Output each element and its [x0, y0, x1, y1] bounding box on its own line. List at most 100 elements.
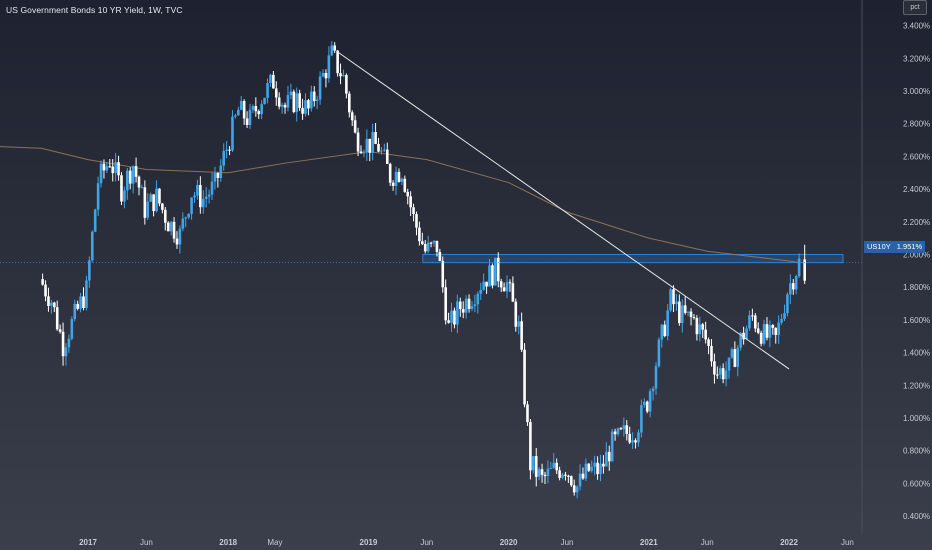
candle-body	[488, 265, 491, 287]
candle-body	[76, 303, 79, 309]
candle-body	[152, 194, 155, 212]
x-tick-label: 2019	[360, 538, 378, 547]
candle-body	[161, 203, 164, 210]
candle-body	[645, 401, 649, 412]
candle-body	[134, 166, 138, 177]
x-tick-label: Jun	[140, 538, 153, 547]
candle-body	[517, 321, 521, 327]
candle-body	[418, 227, 421, 242]
candle-body	[163, 209, 167, 223]
candle-body	[678, 301, 681, 324]
candle-body	[777, 322, 780, 335]
candle-body	[330, 45, 334, 56]
candle-body	[248, 109, 252, 125]
candle-body	[651, 388, 655, 392]
x-tick-label: May	[267, 538, 282, 547]
x-tick-label: 2018	[219, 538, 237, 547]
candle-body	[222, 151, 226, 166]
candle-body	[587, 463, 591, 471]
descending-trendline[interactable]	[337, 51, 790, 370]
candle-body	[108, 166, 112, 168]
candle-body	[295, 93, 299, 113]
candle-body	[473, 304, 477, 307]
candle-body	[126, 170, 129, 191]
candle-body	[166, 222, 170, 232]
candle-body	[44, 284, 47, 297]
candle-body	[686, 311, 690, 313]
candle-body	[564, 474, 567, 476]
moving-average-line	[0, 146, 801, 264]
candle-body	[269, 74, 272, 84]
candle-body	[558, 470, 561, 478]
candle-body	[388, 163, 392, 183]
candle-body	[701, 324, 705, 330]
candle-body	[602, 463, 605, 467]
candle-body	[41, 279, 44, 285]
candle-body	[55, 307, 59, 330]
candle-body	[289, 91, 293, 96]
candle-body	[415, 214, 418, 228]
candle-body	[201, 198, 205, 208]
candle-body	[628, 433, 632, 443]
unit-label[interactable]: pct	[903, 0, 927, 15]
y-tick-label: 0.400%	[903, 512, 930, 521]
candle-body	[207, 194, 211, 197]
candle-body	[447, 320, 450, 323]
candle-body	[742, 332, 745, 340]
candle-body	[146, 201, 150, 218]
candle-body	[187, 213, 190, 218]
candle-body	[605, 451, 608, 467]
candle-body	[654, 366, 658, 389]
candle-body	[377, 143, 380, 152]
candle-body	[730, 349, 734, 358]
candle-body	[458, 301, 462, 310]
candle-body	[307, 100, 310, 109]
candle-body	[356, 132, 360, 152]
candle-body	[581, 473, 585, 479]
candle-body	[193, 195, 196, 198]
candle-body	[669, 289, 672, 311]
candle-body	[710, 345, 713, 362]
y-tick-label: 0.800%	[903, 447, 930, 456]
y-tick-label: 2.200%	[903, 218, 930, 227]
candle-body	[546, 468, 550, 477]
x-tick-label: Jun	[841, 538, 854, 547]
candle-body	[429, 242, 433, 244]
candle-body	[353, 120, 357, 133]
candle-body	[736, 347, 740, 367]
candle-body	[120, 175, 123, 202]
candle-body	[625, 425, 629, 434]
candle-body	[467, 298, 471, 309]
candle-body	[596, 462, 599, 475]
candle-body	[771, 325, 775, 328]
candle-body	[380, 150, 383, 152]
candle-body	[619, 428, 623, 430]
x-tick-label: 2022	[780, 538, 798, 547]
candle-body	[93, 209, 97, 232]
x-axis: 2017 Jun 2018 May 2019 Jun 2020 Jun 2021 Jun 2022 J…	[79, 538, 854, 547]
candle-body	[228, 149, 231, 151]
candle-body	[263, 97, 266, 105]
candle-body	[204, 196, 208, 199]
candle-body	[578, 473, 582, 487]
candle-body	[444, 287, 447, 321]
candle-body	[117, 162, 120, 176]
candle-body	[50, 302, 53, 306]
chart-title: US Government Bonds 10 YR Yield, 1W, TVC	[6, 5, 183, 15]
candle-body	[789, 283, 792, 295]
candle-body	[283, 104, 287, 108]
candle-body	[569, 476, 573, 486]
candle-body	[96, 183, 100, 210]
y-tick-label: 2.000%	[903, 251, 930, 260]
candle-body	[137, 176, 141, 188]
resistance-zone-rect	[422, 254, 844, 264]
candle-body	[613, 431, 617, 435]
y-tick-label: 1.200%	[903, 381, 930, 390]
last-price-value: 1.951%	[896, 242, 923, 251]
candle-body	[409, 196, 412, 208]
candle-body	[707, 339, 710, 346]
candle-body	[494, 257, 497, 286]
candle-body	[158, 188, 161, 204]
candle-body	[590, 466, 594, 471]
